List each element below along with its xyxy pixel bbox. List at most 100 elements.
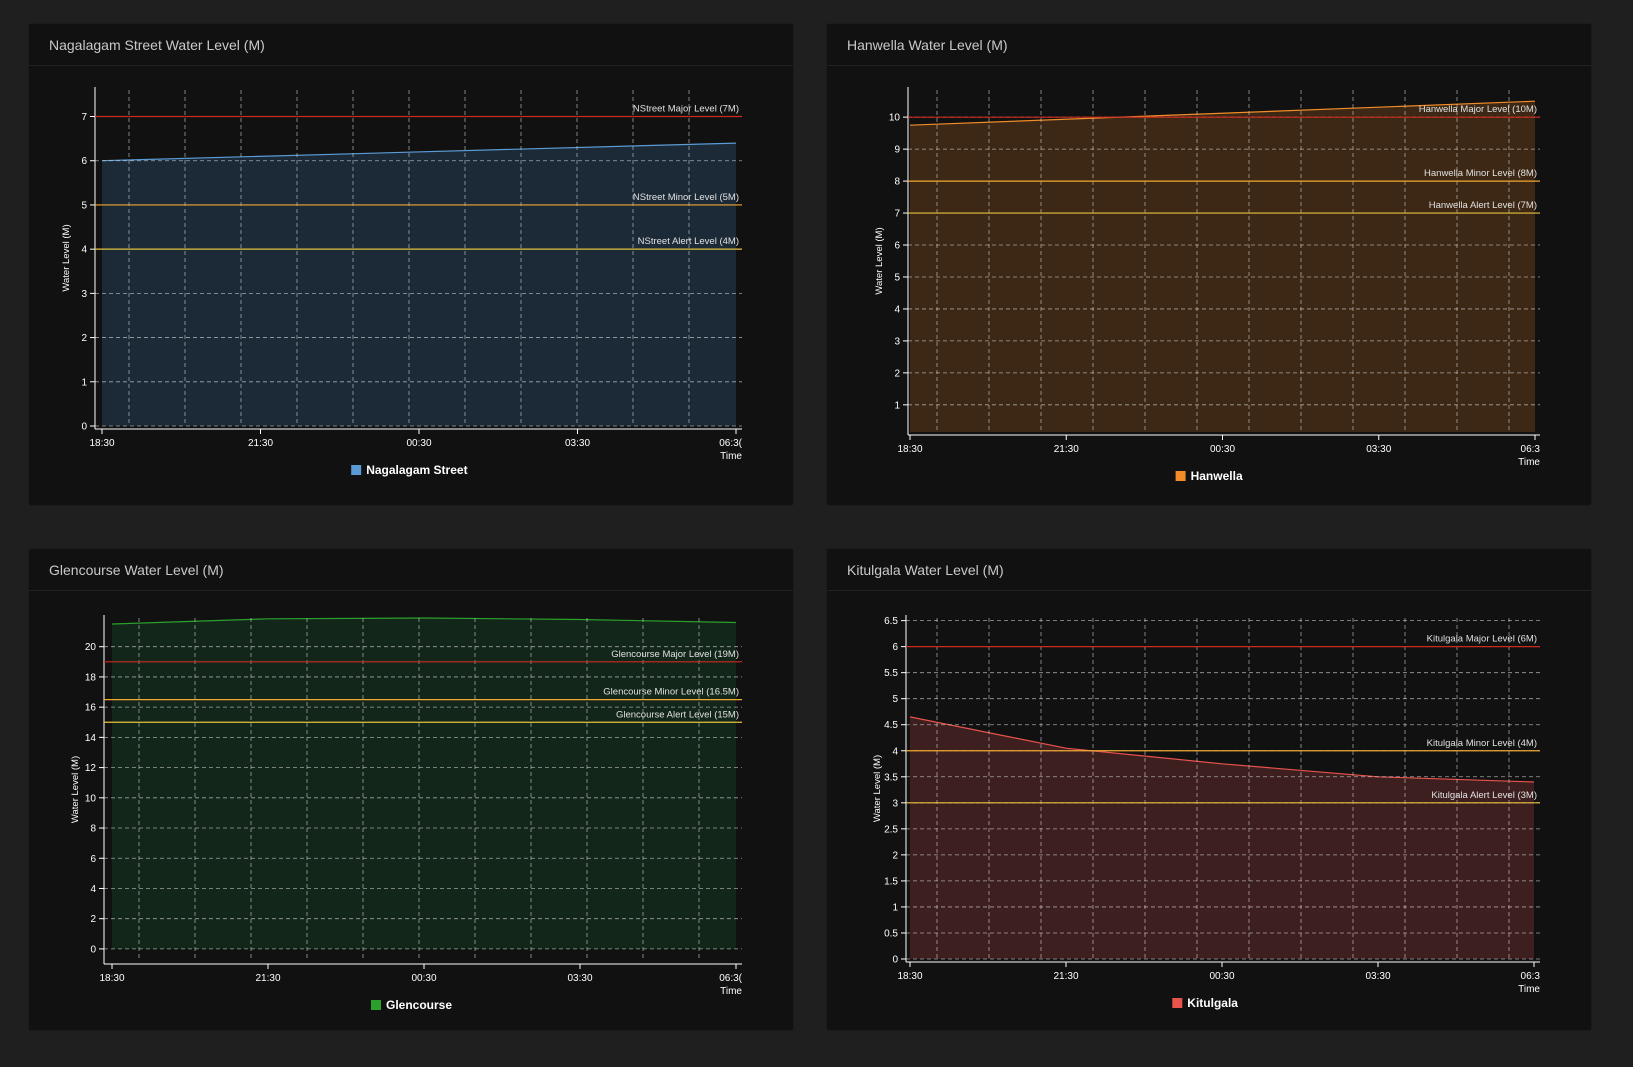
y-tick-label: 4 (90, 884, 96, 895)
y-tick-label: 1 (892, 902, 898, 913)
x-axis-title: Time (1518, 984, 1540, 995)
x-tick-label: 00:30 (1210, 444, 1235, 455)
threshold-label: NStreet Alert Level (4M) (638, 236, 739, 247)
y-tick-label: 4 (81, 245, 87, 256)
water-level-chart: 1 2 3 4 5 6 7 8 9 10 Hanwella Major Level (10M) Han… (874, 87, 1541, 483)
y-tick-label: 6 (892, 642, 898, 653)
panel-nagalagam-street: Nagalagam Street Water Level (M) 0 1 2 3 4 5 6… (28, 23, 794, 506)
x-tick-label: 18:30 (89, 438, 114, 449)
x-tick-label: 06:3 (1521, 971, 1541, 982)
threshold-label: Glencourse Minor Level (16.5M) (603, 687, 739, 698)
y-tick-label: 5 (892, 694, 898, 705)
x-tick-label: 18:30 (99, 973, 124, 984)
y-axis-title: Water Level (M) (61, 224, 72, 291)
x-tick-label: 21:30 (1053, 971, 1078, 982)
panel-title: Kitulgala Water Level (M) (847, 561, 1004, 578)
legend-label: Glencourse (386, 998, 452, 1012)
y-tick-label: 6.5 (884, 616, 898, 627)
x-tick-label: 18:30 (897, 971, 922, 982)
x-tick-label: 21:30 (248, 438, 273, 449)
panel-header: Nagalagam Street Water Level (M) (29, 24, 793, 66)
y-tick-label: 10 (85, 793, 97, 804)
y-tick-label: 0 (892, 955, 898, 966)
water-level-chart: 0 0.5 1 1.5 2 2.5 3 3.5 4 4.5 5 5.5 6 6.5 Kitulgala Ma… (872, 615, 1541, 1010)
series-area-3 (910, 716, 1534, 959)
x-tick-label: 03:30 (1365, 971, 1390, 982)
panel-title: Glencourse Water Level (M) (49, 561, 224, 578)
y-tick-label: 6 (81, 156, 87, 167)
series-line-3 (909, 716, 1535, 783)
x-tick-label: 00:30 (1209, 971, 1234, 982)
y-tick-label: 7 (894, 209, 900, 220)
y-axis-title: Water Level (M) (872, 755, 883, 822)
threshold-label: Kitulgala Major Level (6M) (1427, 634, 1537, 645)
panel-kitulgala: Kitulgala Water Level (M) 0 0.5 1 1.5 2 2.5 3 3… (826, 548, 1592, 1031)
y-axis-title: Water Level (M) (874, 227, 885, 294)
panel-glencourse: Glencourse Water Level (M) 0 2 4 6 8 10 12 14 16… (28, 548, 794, 1031)
panel-title: Hanwella Water Level (M) (847, 36, 1008, 53)
y-tick-label: 3 (894, 336, 900, 347)
legend-label: Kitulgala (1187, 996, 1238, 1010)
threshold-label: Kitulgala Alert Level (3M) (1431, 790, 1537, 801)
water-level-chart: 0 2 4 6 8 10 12 14 16 18 20 Glencourse Major Level … (70, 615, 743, 1012)
series-line-1 (909, 100, 1536, 126)
y-tick-label: 14 (85, 733, 97, 744)
x-tick-label: 06:3 (1521, 444, 1541, 455)
x-axis-title: Time (720, 986, 742, 997)
panel-header: Hanwella Water Level (M) (827, 24, 1591, 66)
threshold-label: Hanwella Minor Level (8M) (1424, 168, 1537, 179)
x-tick-label: 03:30 (565, 438, 590, 449)
series-line-2 (111, 617, 737, 625)
y-tick-label: 4 (892, 746, 898, 757)
y-tick-label: 3 (81, 289, 87, 300)
series-line-0 (101, 142, 737, 162)
y-tick-label: 7 (81, 112, 87, 123)
water-level-chart: 0 1 2 3 4 5 6 7 NStreet Major Level (7M) NStreet … (61, 87, 743, 477)
y-tick-label: 2.5 (884, 824, 898, 835)
x-tick-label: 03:30 (567, 973, 592, 984)
threshold-label: Kitulgala Minor Level (4M) (1427, 738, 1537, 749)
legend-label: Nagalagam Street (366, 463, 467, 477)
legend-swatch (371, 1000, 381, 1010)
x-tick-label: 18:30 (897, 444, 922, 455)
threshold-label: Hanwella Alert Level (7M) (1429, 200, 1537, 211)
y-tick-label: 3.5 (884, 772, 898, 783)
y-tick-label: 8 (90, 824, 96, 835)
legend-swatch (1172, 998, 1183, 1008)
y-tick-label: 4.5 (884, 720, 898, 731)
y-tick-label: 0 (81, 422, 87, 433)
y-tick-label: 1.5 (884, 876, 898, 887)
y-tick-label: 6 (894, 241, 900, 252)
x-tick-label: 21:30 (255, 973, 280, 984)
y-tick-label: 9 (894, 145, 900, 156)
x-axis-title: Time (1518, 457, 1540, 468)
y-tick-label: 18 (85, 672, 97, 683)
y-tick-label: 3 (892, 798, 898, 809)
x-tick-label: 21:30 (1054, 444, 1079, 455)
y-tick-label: 1 (81, 377, 87, 388)
x-tick-label: 00:30 (411, 973, 436, 984)
threshold-label: Glencourse Major Level (19M) (611, 649, 739, 660)
y-tick-label: 2 (894, 368, 900, 379)
x-tick-label: 06:3( (719, 973, 742, 984)
threshold-label: Hanwella Major Level (10M) (1419, 104, 1537, 115)
y-tick-label: 5.5 (884, 668, 898, 679)
threshold-label: NStreet Minor Level (5M) (633, 192, 739, 203)
threshold-label: Glencourse Alert Level (15M) (616, 709, 739, 720)
x-axis-title: Time (720, 451, 742, 462)
y-axis-title: Water Level (M) (70, 756, 81, 823)
series-area-2 (112, 618, 736, 949)
y-tick-label: 4 (894, 304, 900, 315)
y-tick-label: 5 (81, 200, 87, 211)
y-tick-label: 1 (894, 400, 900, 411)
y-tick-label: 10 (889, 113, 901, 124)
y-tick-label: 5 (894, 272, 900, 283)
y-tick-label: 12 (85, 763, 97, 774)
y-tick-label: 8 (894, 177, 900, 188)
panel-title: Nagalagam Street Water Level (M) (49, 36, 265, 53)
panel-header: Glencourse Water Level (M) (29, 549, 793, 591)
panel-hanwella: Hanwella Water Level (M) 1 2 3 4 5 6 7 8 9 10 Hanw… (826, 23, 1592, 506)
legend-swatch (351, 465, 362, 475)
y-tick-label: 0 (90, 944, 96, 955)
legend-swatch (1175, 471, 1186, 481)
